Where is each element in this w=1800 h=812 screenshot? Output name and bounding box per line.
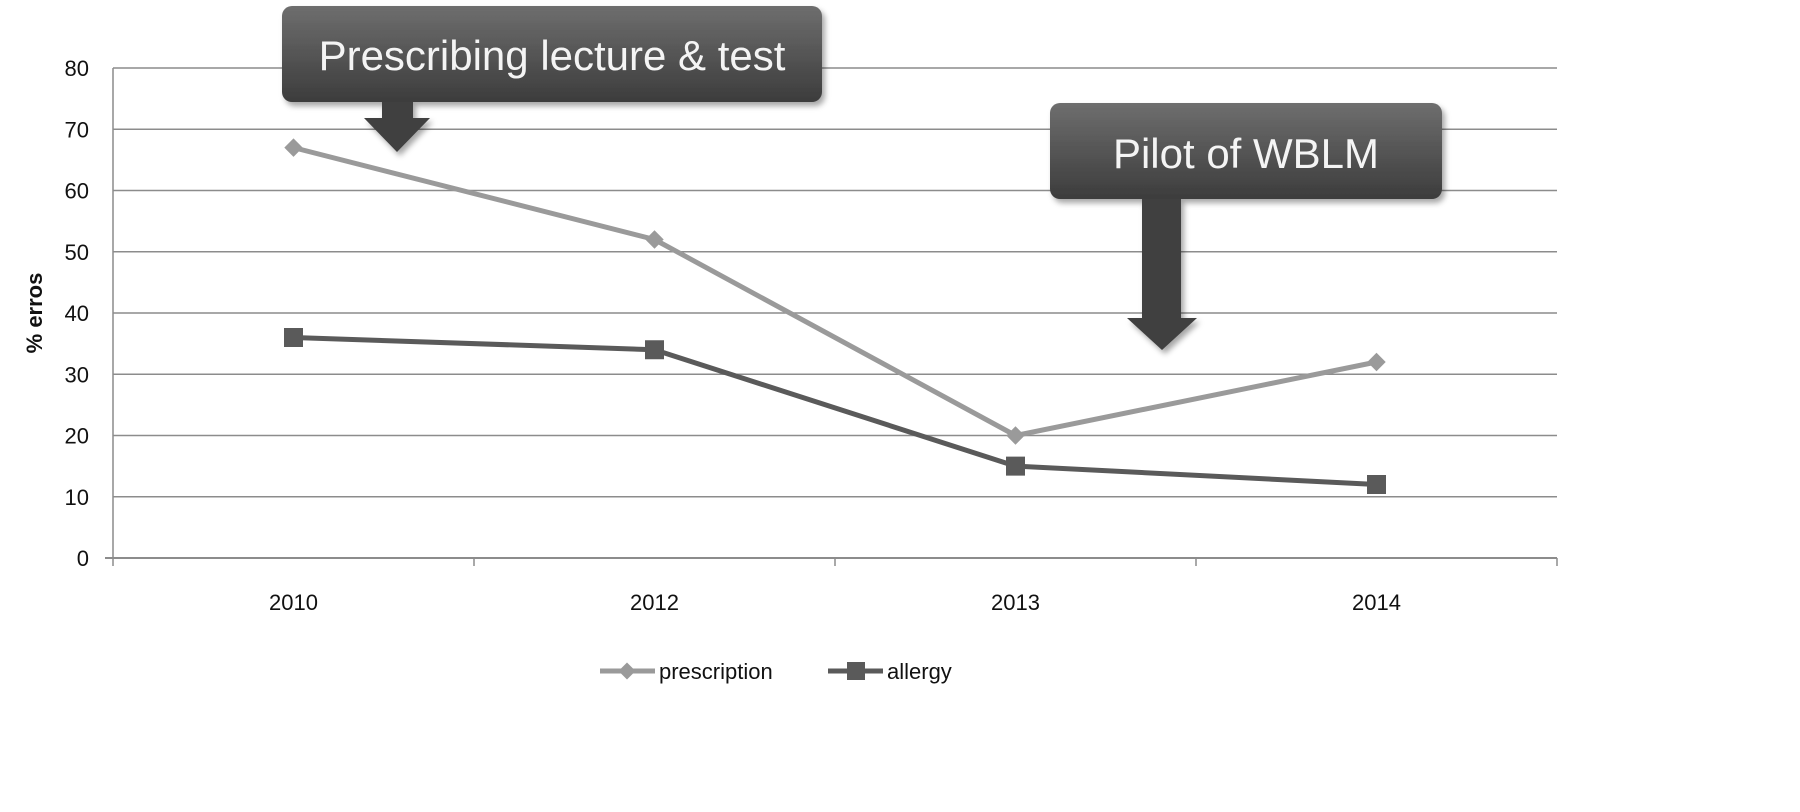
data-point [1006, 426, 1025, 445]
series-line [293, 335, 1377, 487]
data-point [1006, 456, 1025, 476]
legend-label: allergy [887, 659, 952, 684]
y-tick-label: 70 [65, 117, 89, 142]
callout-label: Prescribing lecture & test [319, 32, 786, 79]
y-tick-label: 80 [65, 56, 89, 81]
x-tick-label: 2013 [991, 590, 1040, 615]
callout-prescribing-lecture [282, 6, 822, 152]
legend-label: prescription [659, 659, 773, 684]
y-tick-label: 20 [65, 424, 89, 449]
callout-box [282, 6, 822, 102]
x-tick-label: 2012 [630, 590, 679, 615]
callout-arrow-icon [364, 102, 430, 152]
y-tick-label: 40 [65, 301, 89, 326]
callout-pilot-wblm [1050, 103, 1442, 350]
y-tick-label: 10 [65, 485, 89, 510]
y-tick-label: 0 [77, 546, 89, 571]
series-layer [284, 138, 1386, 494]
data-point [284, 138, 303, 157]
callout-box [1050, 103, 1442, 199]
x-tick-label: 2010 [269, 590, 318, 615]
callout-arrow-icon [1127, 199, 1197, 350]
data-point [645, 230, 664, 249]
data-point [645, 340, 664, 360]
y-tick-label: 30 [65, 362, 89, 387]
data-point [284, 328, 303, 347]
series-allergy [284, 328, 1386, 494]
legend: prescription allergy [600, 659, 952, 684]
legend-item-prescription: prescription [600, 659, 773, 684]
y-axis-ticks: 0 10 20 30 40 50 60 70 80 [65, 56, 114, 571]
y-axis-title: % erros [22, 273, 47, 354]
callout-label: Pilot of WBLM [1113, 130, 1379, 177]
x-tick-label: 2014 [1352, 590, 1401, 615]
data-point [1367, 352, 1386, 372]
data-point [1367, 475, 1386, 494]
legend-item-allergy: allergy [828, 659, 952, 684]
gridlines [113, 67, 1557, 498]
y-tick-label: 50 [65, 240, 89, 265]
series-line [292, 145, 1377, 438]
x-axis: 2010 2012 2013 2014 [105, 557, 1558, 615]
diamond-icon [618, 662, 636, 680]
y-tick-label: 60 [65, 179, 89, 204]
square-icon [847, 662, 865, 680]
series-prescription [284, 138, 1386, 445]
